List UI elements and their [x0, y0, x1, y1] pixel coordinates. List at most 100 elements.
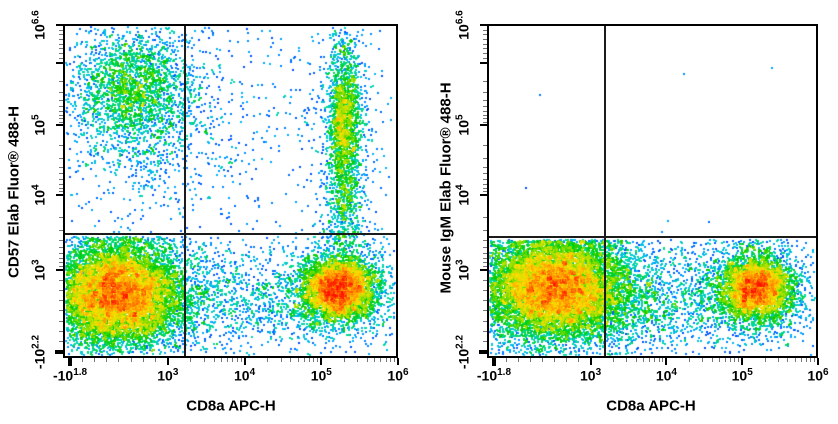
y-minor-tick: [483, 105, 487, 107]
y-major-tick: [479, 349, 487, 354]
x-tick-label: 103: [157, 367, 179, 384]
y-minor-tick: [483, 178, 487, 180]
x-minor-tick: [702, 358, 704, 362]
y-minor-tick: [59, 43, 63, 45]
quadrant-gate-horizontal-line: [487, 236, 818, 239]
quadrant-gate-vertical-line: [183, 24, 186, 358]
y-tick-label: 106.6: [454, 10, 472, 41]
y-minor-tick: [59, 246, 63, 248]
y-minor-tick: [59, 320, 63, 322]
y-minor-tick: [483, 166, 487, 168]
x-tick-label: 106: [807, 367, 829, 384]
x-minor-tick: [777, 358, 779, 362]
y-minor-tick: [59, 105, 63, 107]
x-tick-label: 104: [233, 367, 256, 384]
y-minor-tick: [59, 29, 63, 31]
y-minor-tick: [483, 92, 487, 94]
x-major-tick: [320, 358, 323, 365]
y-major-tick: [56, 268, 63, 271]
y-minor-tick: [59, 173, 63, 175]
y-minor-tick: [59, 110, 63, 112]
y-tick-label: 103: [454, 259, 472, 281]
x-minor-tick: [787, 358, 789, 362]
x-minor-tick: [578, 358, 580, 362]
x-minor-tick: [734, 358, 736, 362]
y-major-tick: [480, 268, 487, 271]
x-minor-tick: [317, 358, 319, 362]
y-minor-tick: [59, 330, 63, 332]
y-minor-tick: [59, 157, 63, 159]
x-minor-tick: [93, 358, 95, 362]
y-minor-tick: [483, 53, 487, 55]
y-minor-tick: [59, 81, 63, 83]
y-minor-tick: [59, 262, 63, 264]
x-minor-tick: [213, 358, 215, 362]
y-tick-label: 106.6: [30, 10, 48, 41]
y-major-tick: [480, 24, 487, 27]
x-minor-tick: [343, 358, 345, 362]
y-tick-label: -102.2: [454, 334, 472, 370]
x-minor-tick: [662, 358, 664, 362]
y-tick-label: -102.2: [30, 334, 48, 370]
y-minor-tick: [59, 114, 63, 116]
y-minor-tick: [59, 341, 63, 343]
y-minor-tick: [483, 81, 487, 83]
x-tick-label: 105: [310, 367, 332, 384]
x-minor-tick: [553, 358, 555, 362]
x-minor-tick: [565, 358, 567, 362]
quadrant-gate-horizontal-line: [63, 233, 398, 236]
y-minor-tick: [59, 289, 63, 291]
x-minor-tick: [800, 358, 802, 362]
y-minor-tick: [483, 257, 487, 259]
x-minor-tick: [118, 358, 120, 362]
x-minor-tick: [805, 358, 807, 362]
y-minor-tick: [483, 279, 487, 281]
y-minor-tick: [483, 118, 487, 120]
x-minor-tick: [764, 358, 766, 362]
y-major-tick: [56, 24, 63, 27]
x-minor-tick: [240, 358, 242, 362]
y-minor-tick: [59, 217, 63, 219]
y-minor-tick: [59, 279, 63, 281]
x-minor-tick: [303, 358, 305, 362]
x-minor-tick: [649, 358, 651, 362]
x-minor-tick: [688, 358, 690, 362]
y-minor-tick: [59, 92, 63, 94]
x-minor-tick: [529, 358, 531, 362]
x-minor-tick: [635, 358, 637, 362]
y-minor-tick: [59, 99, 63, 101]
x-minor-tick: [366, 358, 368, 362]
x-major-tick: [665, 358, 668, 365]
y-minor-tick: [483, 187, 487, 189]
x-major-tick: [166, 358, 169, 365]
y-minor-tick: [59, 53, 63, 55]
x-minor-tick: [724, 358, 726, 362]
y-major-tick: [56, 194, 63, 196]
y-minor-tick: [483, 310, 487, 312]
x-axis-title-left: CD8a APC-H: [186, 397, 276, 415]
y-major-tick: [480, 194, 487, 196]
y-minor-tick: [483, 289, 487, 291]
x-minor-tick: [290, 358, 292, 362]
y-tick-label: 105: [454, 114, 472, 136]
y-minor-tick: [483, 183, 487, 185]
x-minor-tick: [718, 358, 720, 362]
y-minor-tick: [59, 183, 63, 185]
y-minor-tick: [59, 34, 63, 36]
x-tick-label: 105: [731, 367, 753, 384]
x-minor-tick: [626, 358, 628, 362]
y-minor-tick: [483, 38, 487, 40]
y-minor-tick: [59, 178, 63, 180]
x-minor-tick: [267, 358, 269, 362]
x-minor-tick: [220, 358, 222, 362]
y-minor-tick: [483, 262, 487, 264]
y-minor-tick: [59, 38, 63, 40]
x-minor-tick: [227, 358, 229, 362]
x-major-tick: [243, 358, 246, 365]
x-minor-tick: [810, 358, 812, 362]
x-minor-tick: [232, 358, 234, 362]
x-minor-tick: [106, 358, 108, 362]
plot-area-left: -101.8 103 104 105 106 106.6 105 104 103 -102.2: [31, 11, 409, 384]
y-tick-label: 105: [30, 114, 48, 136]
